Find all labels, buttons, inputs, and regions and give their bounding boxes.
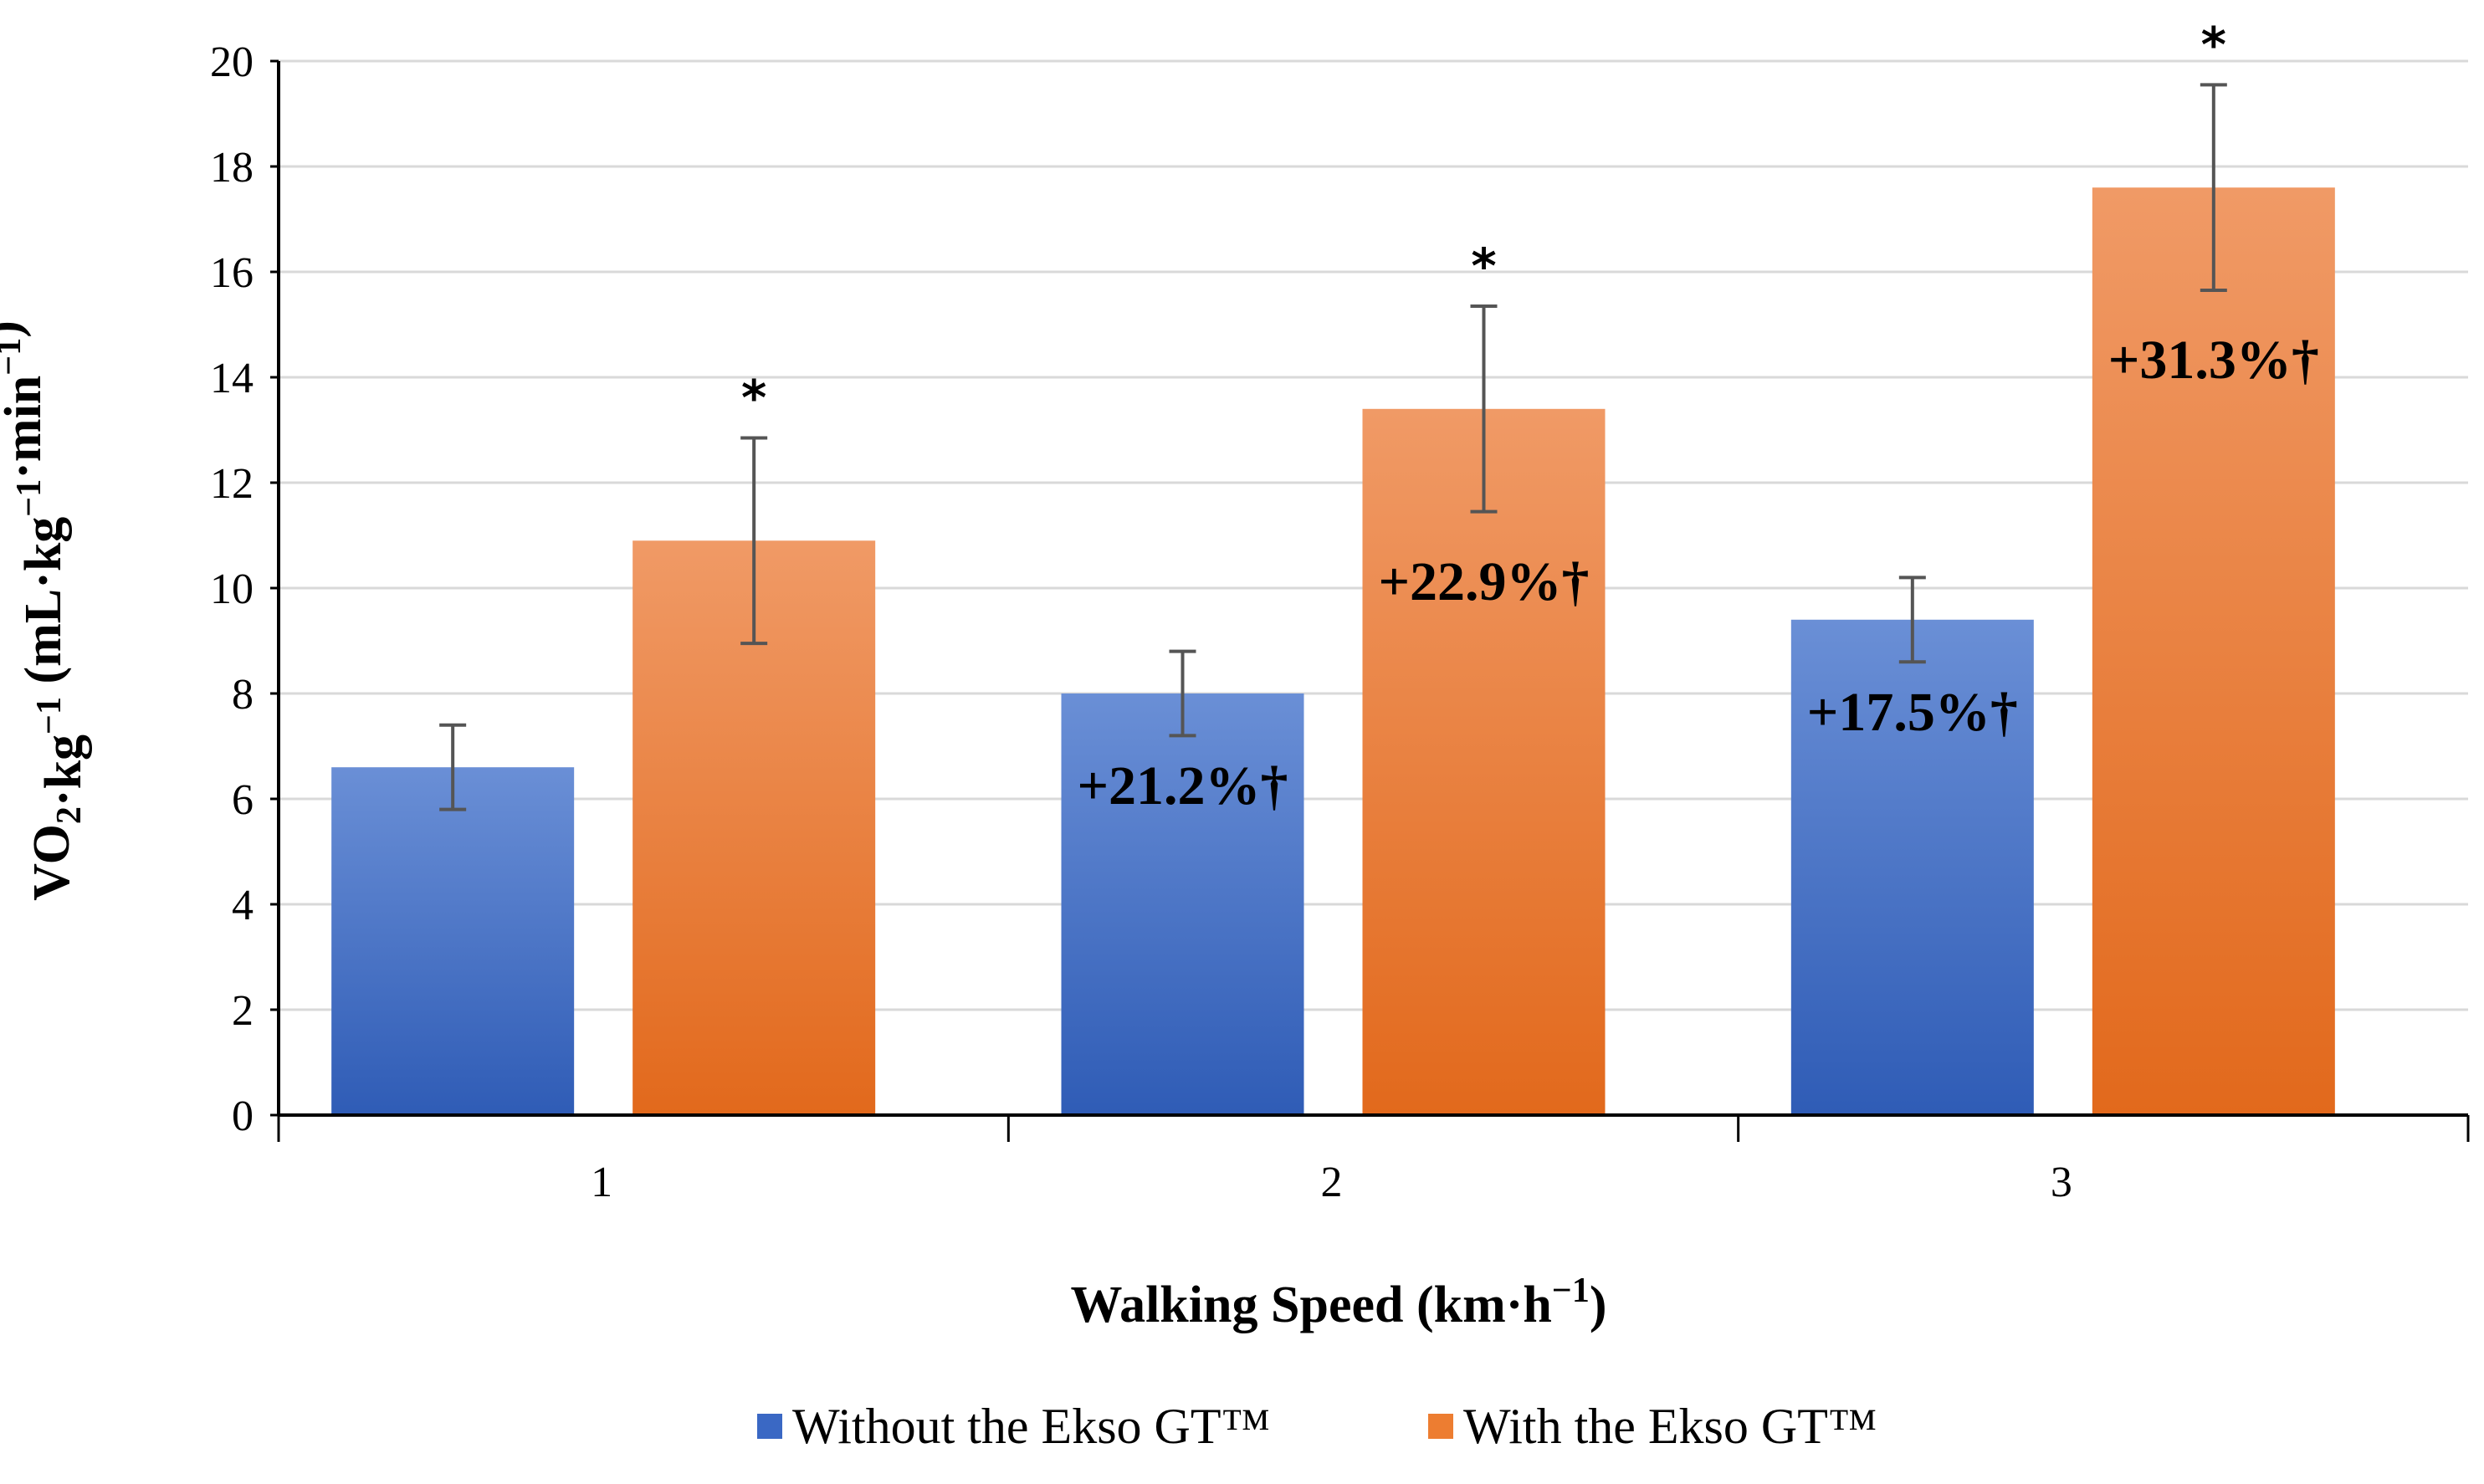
y-axis-title-part: VO <box>23 824 80 901</box>
legend-swatch-with <box>1428 1414 1453 1439</box>
x-tick-label: 3 <box>2051 1159 2072 1206</box>
bar-without-speed-2 <box>1061 693 1304 1115</box>
y-tick-label: 0 <box>232 1093 254 1140</box>
legend-label-without: Without the Ekso GT™ <box>792 1399 1270 1454</box>
bar-without-speed-3 <box>1790 619 2034 1115</box>
y-axis-title-part: −1 <box>30 697 69 734</box>
y-axis-title-part: ) <box>0 320 32 338</box>
y-axis-title-part: −1 <box>0 338 28 376</box>
y-tick-label: 14 <box>210 355 254 402</box>
bar-without-speed-1 <box>331 767 575 1115</box>
percent-change-label: +22.9%† <box>1378 551 1589 612</box>
significance-star: * <box>1471 238 1496 294</box>
y-axis-title: VO2·kg−1 (mL·kg−1·min−1) <box>0 320 92 901</box>
x-tick-label: 2 <box>1321 1159 1343 1206</box>
y-axis-title-part: ·kg <box>35 734 92 806</box>
y-tick-label: 4 <box>232 882 254 929</box>
bars <box>331 187 2335 1116</box>
y-axis-title-part: (mL·kg <box>15 517 72 697</box>
bar-with-speed-2 <box>1362 408 1606 1115</box>
x-axis-title: Walking Speed (km·h−1) <box>1070 1272 1606 1333</box>
y-axis-title-part: 2 <box>50 806 89 824</box>
annotations: * +21.2%† * +22.9%† +17.5%† * +31.3%† <box>439 16 2319 816</box>
legend: Without the Ekso GT™ With the Ekso GT™ <box>757 1399 1877 1454</box>
significance-star: * <box>2201 16 2226 73</box>
y-axis-title-part: −1 <box>10 479 49 517</box>
y-tick-label: 16 <box>210 249 254 297</box>
legend-label-with: With the Ekso GT™ <box>1463 1399 1877 1454</box>
legend-swatch-without <box>757 1414 782 1439</box>
bar-with-speed-3 <box>2092 187 2335 1116</box>
y-tick-label: 20 <box>210 38 254 86</box>
y-tick-label: 10 <box>210 565 254 613</box>
percent-change-label: +31.3%† <box>2108 330 2319 391</box>
significance-star: * <box>741 369 766 426</box>
y-tick-label: 8 <box>232 671 254 719</box>
percent-change-label: +17.5%† <box>1807 682 2018 743</box>
x-tick-label: 1 <box>591 1159 612 1206</box>
y-tick-label: 12 <box>210 460 254 508</box>
y-tick-label: 6 <box>232 776 254 824</box>
y-tick-label: 2 <box>232 987 254 1035</box>
percent-change-label: +21.2%† <box>1077 755 1288 816</box>
y-axis-title-part: ·min <box>0 376 52 479</box>
y-tick-label: 18 <box>210 144 254 192</box>
